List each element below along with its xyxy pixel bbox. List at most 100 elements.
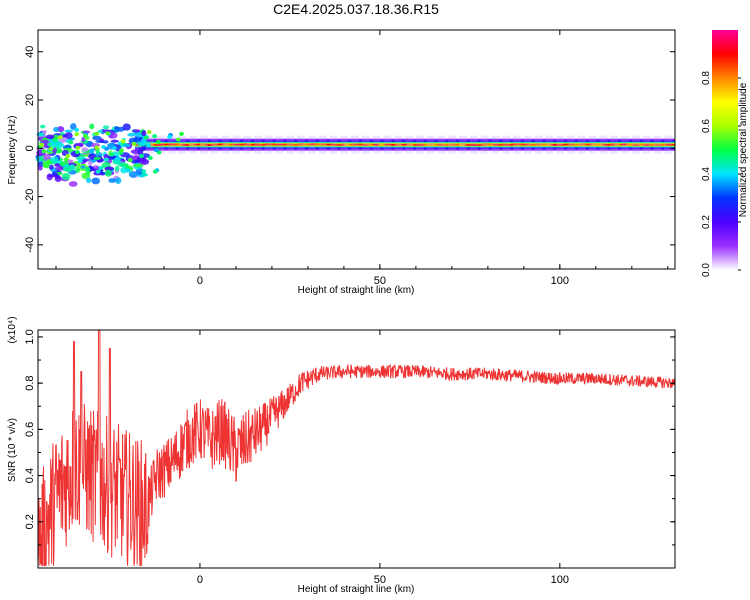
spectrogram-halo (502, 135, 511, 154)
spectrogram-halo (297, 135, 306, 154)
spectrogram-scatter-peak (167, 134, 172, 139)
spectrogram-scatter-peak (94, 145, 100, 150)
spectrogram-halo (156, 135, 165, 154)
spectrogram-scatter-peak (179, 131, 184, 136)
spectrogram-scatter-peak (39, 142, 45, 147)
spectrogram-halo (556, 135, 565, 154)
spectrogram-scatter-peak (146, 143, 151, 148)
snr-frame (37, 329, 676, 569)
spectrogram-halo (329, 135, 338, 154)
spectrogram-scatter-blob (42, 161, 49, 168)
spectrogram-scatter-blob (54, 166, 64, 171)
snr-series-line (37, 329, 676, 567)
spectrogram-scatter-peak (156, 139, 161, 144)
spectrogram-halo (221, 135, 230, 154)
snr-y-multiplier: (x10⁴) (7, 316, 18, 343)
spectrogram-scatter-blob (102, 125, 110, 130)
spectrogram-halo (415, 135, 424, 154)
spectrogram-scatter-peak (47, 142, 53, 147)
spectrogram-halo (664, 135, 673, 154)
spectrogram-scatter-blob (93, 156, 102, 160)
spectrogram-x-tick-label: 0 (197, 275, 203, 287)
spectrogram-scatter-blob (54, 163, 61, 167)
spectrogram-scatter-blob (85, 177, 92, 184)
spectrogram-y-tick-label: -20 (24, 189, 36, 205)
spectrogram-ticks: 0 50 100 -40 -20 0 20 40 (24, 30, 675, 568)
spectrogram-scatter-blob (61, 173, 71, 181)
spectrogram-halo (588, 135, 597, 154)
spectrogram-halo (189, 135, 198, 154)
spectrogram-halo (243, 135, 252, 154)
spectrogram-scatter-blob (89, 123, 95, 130)
spectrogram-scatter-peak (85, 167, 91, 172)
spectrogram-y-tick-label: 40 (24, 46, 36, 58)
spectrogram-scatter-blob (101, 140, 109, 144)
spectrogram-halo (621, 135, 630, 154)
spectrogram-halo (307, 135, 316, 154)
spectrogram-scatter-peak (68, 140, 74, 145)
spectrogram-scatter-blob (135, 132, 143, 138)
spectrogram-scatter-blob (76, 142, 84, 147)
snr-y-axis-label: SNR (10 * v/v) (7, 418, 18, 482)
spectrogram-scatter-peak (111, 146, 117, 151)
spectrogram-halo (469, 135, 478, 154)
spectrogram-scatter-peak (109, 152, 115, 157)
spectrogram-scatter-peak (48, 146, 54, 151)
spectrogram-y-tick-label: 20 (24, 94, 36, 106)
spectrogram-halo (253, 135, 262, 154)
snr-x-tick-label: 100 (551, 574, 569, 586)
spectrogram-scatter-peak (74, 127, 80, 132)
spectrogram-scatter-peak (82, 133, 88, 138)
colorbar-tick-label: 0.4 (701, 167, 712, 181)
spectrogram-scatter-peak (147, 155, 153, 160)
spectrogram-halo (480, 135, 489, 154)
spectrogram-halo (459, 135, 468, 154)
spectrogram-scatter-peak (89, 148, 95, 153)
spectrogram-scatter-peak (119, 148, 124, 153)
figure-title: C2E4.2025.037.18.36.R15 (273, 1, 439, 17)
spectrogram-halo (351, 135, 360, 154)
spectrogram-scatter-blob (105, 169, 112, 177)
spectrogram-halo (318, 135, 327, 154)
spectrogram-scatter-peak (143, 135, 149, 140)
spectrogram-scatter-peak (152, 169, 158, 174)
spectrogram-scatter-peak (65, 153, 71, 158)
spectrogram-scatter-blob (45, 134, 55, 140)
spectrogram-halo (513, 135, 522, 154)
spectrogram-scatter-blob (132, 129, 141, 133)
spectrogram-scatter-blob (114, 165, 120, 172)
spectrogram-scatter-blob (122, 143, 131, 148)
spectrogram-scatter-peak (104, 146, 110, 151)
spectrogram-halo (210, 135, 219, 154)
spectrogram-scatter-blob (110, 139, 119, 143)
spectrogram-scatter-peak (70, 165, 76, 170)
spectrogram-scatter-blob (37, 165, 43, 171)
spectrogram-panel: 0 50 100 -40 -20 0 20 40 Height of straight lin… (7, 29, 676, 568)
spectrogram-scatter-peak (74, 132, 80, 137)
spectrogram-halo (545, 135, 554, 154)
snr-x-tick-label: 0 (197, 574, 203, 586)
spectrogram-scatter-peak (152, 134, 157, 139)
spectrogram-scatter-peak (123, 163, 129, 168)
spectrogram-halo (653, 135, 662, 154)
spectrogram-scatter-peak (63, 157, 69, 162)
spectrogram-halo (437, 135, 446, 154)
spectrogram-scatter-blob (139, 158, 150, 165)
spectrogram-scatter-blob (40, 124, 46, 129)
spectrogram-scatter-peak (38, 132, 44, 137)
spectrogram-scatter-blob (63, 166, 73, 173)
spectrogram-scatter-blob (133, 137, 140, 142)
spectrogram-scatter-peak (53, 138, 58, 143)
spectrogram-halo (523, 135, 532, 154)
spectrogram-halo (167, 135, 176, 154)
spectrogram-scatter-blob (122, 123, 131, 131)
spectrogram-scatter-peak (75, 145, 81, 150)
spectrogram-scatter-peak (95, 169, 101, 174)
spectrogram-halo (286, 135, 295, 154)
spectrogram-halo (567, 135, 576, 154)
spectrogram-scatter-blob (87, 160, 93, 166)
spectrogram-scatter-blob (128, 170, 138, 178)
spectrogram-scatter-peak (141, 169, 147, 174)
spectrogram-scatter-blob (80, 165, 86, 169)
snr-x-tick-label: 50 (374, 574, 386, 586)
